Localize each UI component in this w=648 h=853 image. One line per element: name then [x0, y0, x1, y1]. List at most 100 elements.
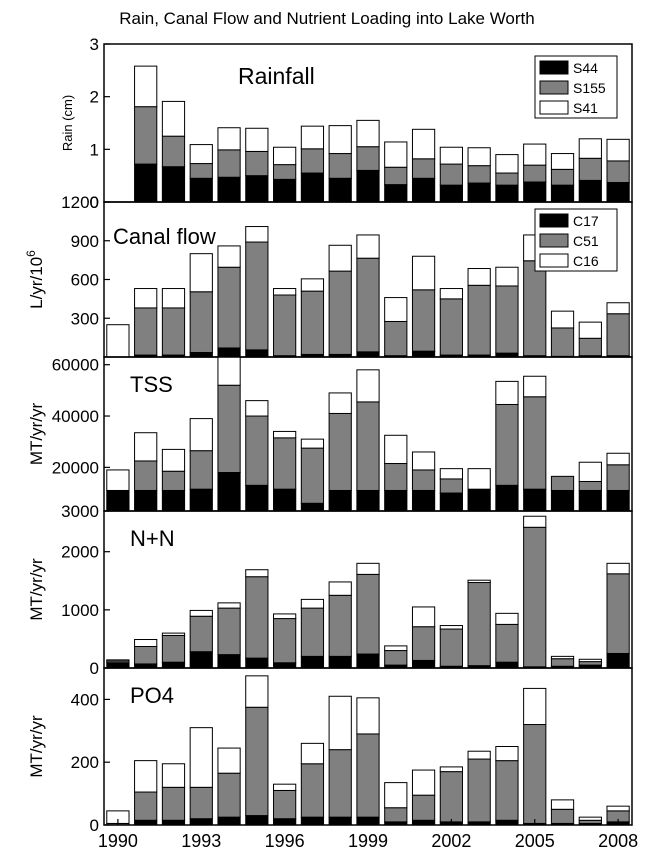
- y-tick-label: 200: [71, 753, 99, 772]
- bar-rainfall-s44-2005: [523, 181, 547, 203]
- bar-tss-c17-2002: [439, 492, 463, 512]
- bar-rainfall-s155-1992: [161, 135, 186, 168]
- bar-canal-flow-c51-1995: [245, 241, 269, 351]
- bar-n-n-c17-1995: [245, 657, 269, 669]
- bar-n-n-c16-1997: [300, 598, 325, 609]
- bar-po4-c16-2002: [439, 766, 463, 773]
- bar-rainfall-s44-2001: [411, 177, 436, 203]
- bar-canal-flow-c51-2001: [411, 289, 436, 352]
- bar-tss-c16-2008: [606, 452, 630, 466]
- bar-canal-flow-c16-2001: [411, 255, 436, 291]
- bar-tss-c16-2000: [384, 434, 408, 465]
- bar-rainfall-s155-2006: [550, 168, 575, 186]
- panel-title: TSS: [130, 372, 173, 397]
- bar-rainfall-s44-1992: [161, 166, 186, 203]
- bar-tss-c17-1993: [189, 488, 213, 512]
- bar-tss-c51-1997: [300, 447, 325, 504]
- bar-n-n-c16-1990: [106, 659, 130, 662]
- bar-tss-c51-1999: [356, 401, 380, 491]
- bar-rainfall-s44-1993: [189, 177, 213, 203]
- bar-canal-flow-c16-2002: [439, 288, 463, 300]
- bar-tss-c17-1990: [106, 489, 130, 512]
- bar-n-n-c16-2004: [495, 612, 519, 625]
- legend-label-s44: S44: [573, 60, 598, 76]
- legend-label-s155: S155: [573, 80, 606, 96]
- bar-po4-c51-2000: [384, 807, 408, 823]
- bar-tss-c17-2004: [495, 484, 519, 512]
- bar-rainfall-s41-1992: [161, 100, 186, 137]
- bar-canal-flow-c51-2007: [578, 337, 602, 357]
- y-tick-label: 0: [90, 193, 99, 212]
- bar-tss-c17-1994: [217, 472, 241, 512]
- bar-rainfall-s41-1998: [328, 125, 352, 155]
- bar-po4-c16-1997: [300, 742, 325, 765]
- legend: C17 C51 C16: [534, 208, 618, 272]
- bar-po4-c51-2004: [495, 760, 519, 821]
- bar-n-n-c51-1995: [245, 576, 269, 659]
- bar-tss-c16-1999: [356, 369, 380, 403]
- bar-canal-flow-c17-1995: [245, 349, 269, 358]
- legend-swatch-s44: [539, 60, 569, 75]
- bar-po4-c16-2003: [467, 750, 491, 760]
- x-tick-label: 2005: [515, 831, 555, 851]
- bar-tss-c16-1992: [161, 448, 186, 472]
- bar-po4-c51-1997: [300, 763, 325, 818]
- y-tick-label: 0: [90, 659, 99, 678]
- bar-n-n-c16-2000: [384, 645, 408, 652]
- bar-canal-flow-c17-2001: [411, 350, 436, 358]
- bar-po4-c51-2002: [439, 771, 463, 823]
- bar-n-n-c51-1991: [134, 645, 158, 665]
- bar-canal-flow-c16-1994: [217, 245, 241, 268]
- bar-rainfall-s44-1991: [134, 163, 158, 203]
- y-axis-label: L/yr/106: [24, 250, 46, 309]
- y-tick-label: 20000: [52, 458, 99, 477]
- bar-tss-c16-1991: [134, 432, 158, 462]
- bar-n-n-c51-2000: [384, 650, 408, 666]
- x-tick-label: 1999: [348, 831, 388, 851]
- bar-po4-c51-1992: [161, 786, 186, 821]
- bar-po4-c16-2008: [606, 805, 630, 812]
- bar-n-n-c17-1994: [217, 654, 241, 669]
- bar-tss-c17-1998: [328, 489, 352, 512]
- bar-tss-c51-2001: [411, 469, 436, 491]
- bar-tss-c16-1990: [106, 469, 130, 491]
- bar-n-n-c16-1992: [161, 632, 186, 636]
- bar-po4-c51-1993: [189, 786, 213, 820]
- bar-rainfall-s155-1991: [134, 106, 158, 165]
- bar-n-n-c17-2008: [606, 652, 630, 669]
- bar-n-n-c17-2001: [411, 659, 436, 669]
- bar-rainfall-s155-2001: [411, 158, 436, 179]
- bar-tss-c51-1994: [217, 384, 241, 474]
- bar-tss-c17-1997: [300, 502, 325, 512]
- panel-title: Rainfall: [238, 63, 315, 89]
- y-tick-label: 2000: [61, 543, 99, 562]
- bar-n-n-c16-1998: [328, 581, 352, 596]
- bar-rainfall-s41-2002: [439, 146, 463, 165]
- bar-n-n-c16-1995: [245, 569, 269, 578]
- bar-rainfall-s41-2007: [578, 138, 602, 159]
- bar-n-n-c17-1993: [189, 651, 213, 669]
- bar-tss-c17-1992: [161, 489, 186, 512]
- bar-tss-c17-2007: [578, 489, 602, 512]
- bar-n-n-c16-1999: [356, 562, 380, 575]
- bar-rainfall-s155-2005: [523, 164, 547, 183]
- bar-tss-c16-1995: [245, 400, 269, 417]
- bar-canal-flow-c51-1997: [300, 290, 325, 355]
- y-tick-label: 3000: [61, 502, 99, 521]
- bar-canal-flow-c51-1991: [134, 307, 158, 356]
- x-tick-label: 2008: [598, 831, 638, 851]
- bar-rainfall-s44-1994: [217, 176, 241, 203]
- bar-n-n-c51-2004: [495, 623, 519, 663]
- bar-rainfall-s41-1996: [273, 146, 297, 166]
- bar-n-n-c51-2002: [439, 628, 463, 667]
- panel-tss: 3000 20000 40000 60000 MT/yr/yr TSS: [27, 356, 633, 521]
- y-axis-label: MT/yr/yr: [27, 403, 46, 466]
- bar-canal-flow-c51-2005: [523, 260, 547, 357]
- bar-rainfall-s44-2007: [578, 179, 602, 203]
- bar-po4-c16-2001: [411, 769, 436, 796]
- legend-label-c17: C17: [573, 213, 599, 229]
- bar-n-n-c16-1993: [189, 609, 213, 617]
- bar-rainfall-s155-1996: [273, 164, 297, 180]
- bar-canal-flow-c51-2006: [550, 327, 575, 357]
